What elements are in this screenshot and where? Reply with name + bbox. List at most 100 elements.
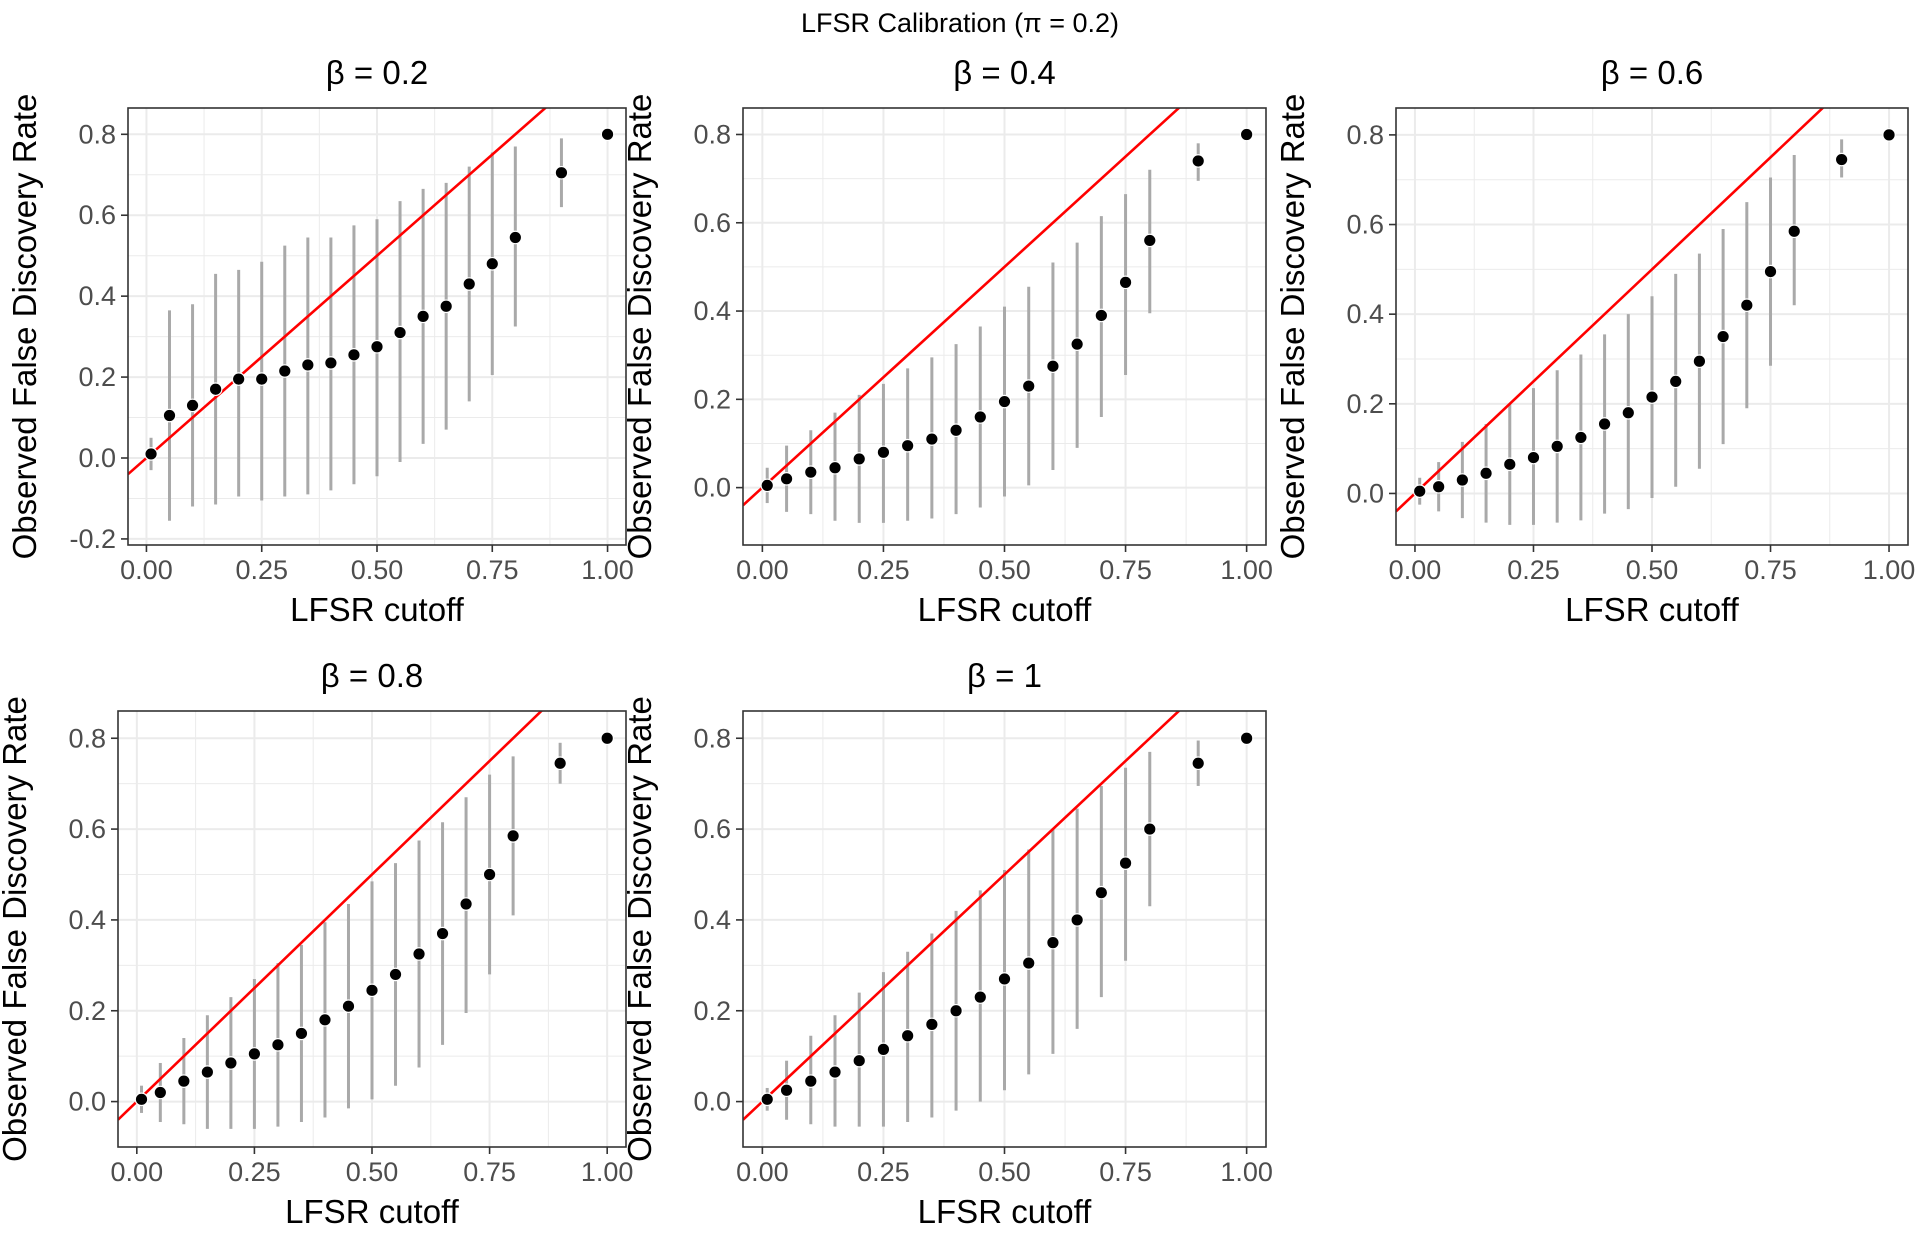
x-tick-label: 1.00 (581, 555, 634, 585)
data-point (347, 348, 361, 362)
data-point (828, 1065, 842, 1079)
data-point (208, 382, 223, 397)
x-tick-label: 0.00 (736, 555, 789, 585)
data-point (134, 1092, 149, 1107)
x-tick-label: 0.25 (228, 1157, 281, 1187)
data-point (779, 1083, 794, 1098)
data-point (162, 408, 177, 423)
data-point (997, 972, 1012, 986)
x-tick-label: 1.00 (1220, 555, 1273, 585)
data-point (393, 325, 407, 340)
x-tick-label: 0.75 (466, 555, 519, 585)
data-point (803, 465, 818, 479)
data-point (1239, 127, 1254, 142)
data-point (1692, 354, 1707, 369)
data-point (301, 358, 315, 372)
data-point (482, 867, 497, 882)
data-point (506, 829, 520, 843)
data-point (1597, 417, 1612, 431)
panel-1: 0.00 0.25 0.50 0.75 1.00 -0.2 0.0 0.2 0.4 0.6 0.8 β… (6, 54, 634, 628)
x-tick-label: 0.00 (111, 1157, 164, 1187)
panels: 0.00 0.25 0.50 0.75 1.00 -0.2 0.0 0.2 0.4 0.6 0.8 β… (0, 54, 1916, 1230)
data-point (900, 1028, 915, 1043)
data-point (1142, 822, 1157, 836)
x-axis-title: LFSR cutoff (290, 591, 464, 628)
x-tick-label: 0.75 (1744, 555, 1797, 585)
data-point (485, 256, 500, 271)
data-point (852, 452, 867, 466)
data-points (1412, 128, 1896, 499)
data-point (1621, 405, 1636, 420)
x-tick-label: 1.00 (1220, 1157, 1273, 1187)
data-point (876, 445, 891, 460)
y-tick-label: 0.6 (68, 814, 106, 844)
panel-title: β = 0.2 (326, 54, 428, 91)
y-tick-label: 0.6 (693, 814, 731, 844)
x-axis-title: LFSR cutoff (285, 1193, 459, 1230)
panel-title: β = 0.4 (953, 54, 1055, 91)
data-point (997, 394, 1012, 409)
data-point (1763, 264, 1778, 279)
data-point (760, 1092, 775, 1107)
data-point (852, 1053, 867, 1068)
data-point (144, 447, 158, 461)
y-tick-label: 0.2 (1346, 389, 1384, 419)
y-axis-title: Observed False Discovery Rate (621, 94, 658, 560)
data-point (370, 339, 384, 354)
y-tick-label: 0.4 (693, 296, 731, 326)
data-point (412, 947, 426, 961)
y-tick-label: 0.0 (693, 1087, 731, 1117)
data-point (973, 990, 988, 1004)
data-point (1479, 466, 1493, 481)
data-point (1142, 233, 1157, 248)
data-point (1118, 856, 1133, 870)
data-point (1834, 152, 1849, 167)
data-point (925, 432, 939, 446)
data-point (876, 1042, 891, 1057)
data-point (277, 364, 292, 378)
data-point (1070, 337, 1084, 351)
y-tick-label: 0.8 (693, 119, 731, 149)
y-tick-label: 0.0 (78, 443, 116, 473)
data-point (1239, 731, 1254, 746)
x-tick-label: 0.00 (120, 555, 173, 585)
data-point (247, 1047, 262, 1061)
y-tick-label: 0.6 (1346, 210, 1384, 240)
data-point (365, 983, 379, 998)
y-tick-label: -0.2 (69, 524, 116, 554)
data-point (294, 1026, 309, 1041)
panel-3: 0.00 0.25 0.50 0.75 1.00 0.0 0.2 0.4 0.6 0.8 β = 0… (1274, 54, 1916, 628)
data-point (224, 1056, 238, 1070)
x-tick-label: 0.50 (351, 555, 404, 585)
data-point (600, 127, 615, 142)
x-tick-label: 0.00 (1389, 555, 1442, 585)
x-tick-label: 1.00 (1863, 555, 1916, 585)
data-point (1787, 224, 1802, 239)
panel-5: 0.00 0.25 0.50 0.75 1.00 0.0 0.2 0.4 0.6 0.8 β = 1… (621, 657, 1273, 1230)
y-axis-title: Observed False Discovery Rate (1274, 94, 1311, 560)
data-point (1046, 359, 1060, 374)
y-axis-title: Observed False Discovery Rate (6, 94, 43, 560)
data-point (153, 1085, 168, 1100)
data-point (231, 372, 246, 386)
x-tick-label: 0.75 (1099, 555, 1152, 585)
data-point (439, 299, 453, 314)
data-points (144, 127, 615, 461)
x-tick-label: 0.25 (235, 555, 288, 585)
data-point (435, 926, 450, 941)
y-tick-label: 0.0 (693, 473, 731, 503)
x-tick-label: 0.00 (736, 1157, 789, 1187)
y-tick-label: 0.0 (68, 1087, 106, 1117)
y-tick-label: 0.2 (693, 996, 731, 1026)
identity-reference-line (128, 108, 548, 476)
x-axis-title: LFSR cutoff (918, 1193, 1092, 1230)
x-tick-label: 0.75 (463, 1157, 516, 1187)
x-tick-label: 0.50 (1626, 555, 1679, 585)
data-points (134, 731, 614, 1107)
identity-reference-line (743, 711, 1181, 1121)
data-point (600, 731, 614, 746)
data-point (1502, 457, 1517, 472)
y-tick-label: 0.8 (68, 723, 106, 753)
y-tick-label: 0.2 (68, 996, 106, 1026)
